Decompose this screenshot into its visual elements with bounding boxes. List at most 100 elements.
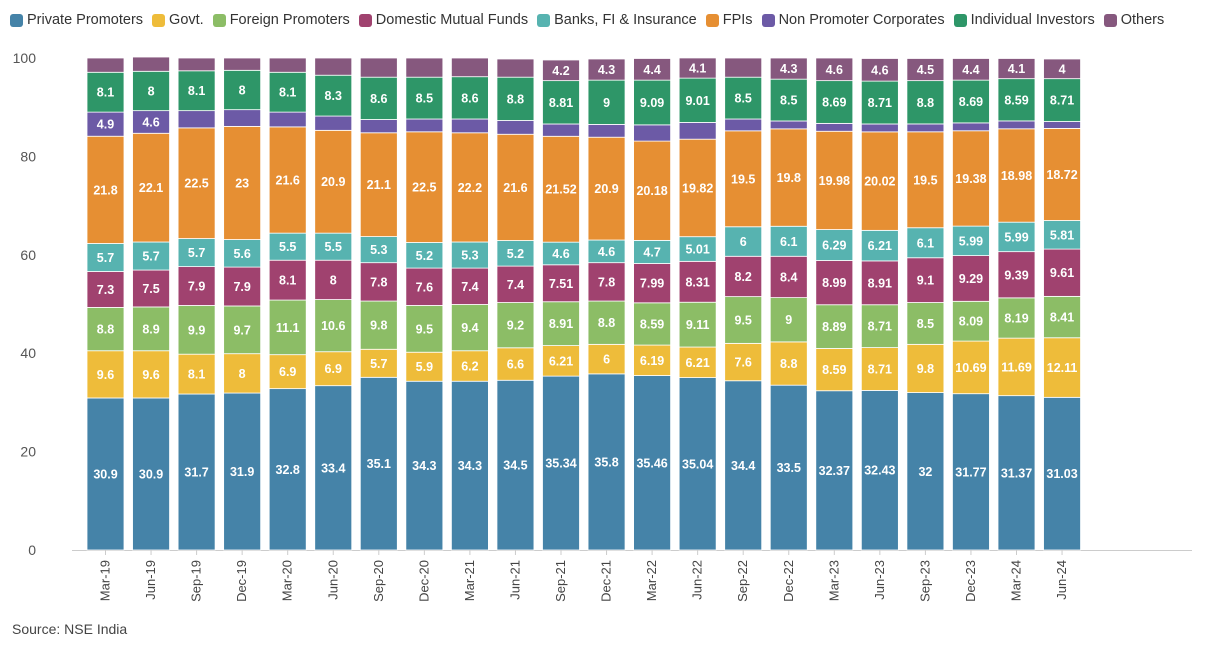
bar-segment-others — [997, 58, 1036, 80]
data-label: 4.3 — [780, 62, 797, 76]
data-label: 4.6 — [871, 63, 888, 77]
bar-segment-domestic-mutual-funds — [678, 260, 717, 303]
data-label: 33.5 — [777, 461, 801, 475]
bar-segment-private-promoters — [860, 390, 899, 551]
y-tick-label: 100 — [13, 50, 37, 66]
bar-segment-foreign-promoters — [359, 300, 398, 350]
data-label: 7.3 — [97, 283, 114, 297]
data-label: 8.59 — [1004, 93, 1028, 107]
bar-segment-individual-investors — [952, 79, 990, 124]
x-tick-label: Dec-22 — [781, 560, 796, 602]
legend-item-banks-fi-insurance[interactable]: Banks, FI & Insurance — [537, 12, 697, 28]
data-label: 4.6 — [552, 247, 569, 261]
legend-label: Individual Investors — [970, 12, 1095, 28]
bar-segment-domestic-mutual-funds — [815, 260, 854, 306]
bar-segment-private-promoters — [997, 395, 1036, 551]
data-label: 22.5 — [412, 181, 436, 195]
data-label: 32 — [918, 465, 932, 479]
data-label: 34.4 — [731, 459, 755, 473]
data-label: 7.5 — [142, 282, 159, 296]
bar-segment-non-promoter-corporates — [359, 119, 398, 134]
data-label: 5.7 — [97, 251, 114, 265]
data-label: 9.9 — [188, 323, 205, 337]
data-label: 23 — [235, 176, 249, 190]
data-label: 5.3 — [461, 249, 478, 263]
data-label: 22.2 — [458, 181, 482, 195]
bar-segment-individual-investors — [997, 78, 1036, 122]
bar-segment-non-promoter-corporates — [314, 115, 353, 131]
bar-segment-govt — [815, 348, 854, 392]
bar-segment-govt — [769, 341, 808, 386]
data-label: 6.29 — [822, 239, 846, 253]
legend: Private Promoters Govt. Foreign Promoters D… — [10, 12, 1173, 28]
bar-segment-domestic-mutual-funds — [268, 259, 307, 301]
data-label: 31.77 — [955, 465, 986, 479]
x-tick-label: Mar-21 — [462, 560, 477, 601]
data-label: 7.9 — [233, 280, 250, 294]
x-tick-label: Jun-20 — [325, 560, 340, 600]
data-label: 19.38 — [955, 172, 986, 186]
bar-segment-others — [314, 57, 353, 76]
data-label: 5.6 — [233, 247, 250, 261]
bar-segment-others — [177, 57, 216, 72]
data-label: 8.19 — [1004, 312, 1028, 326]
data-label: 10.69 — [955, 361, 986, 375]
bar-segment-fpis — [405, 131, 444, 243]
legend-item-fpis[interactable]: FPIs — [705, 12, 753, 28]
y-tick-label: 0 — [28, 542, 36, 558]
data-label: 8.71 — [1050, 94, 1074, 108]
data-label: 8.3 — [325, 89, 342, 103]
data-label: 8.69 — [959, 95, 983, 109]
legend-item-govt[interactable]: Govt. — [152, 12, 204, 28]
bar-segment-others — [450, 57, 489, 78]
legend-item-individual-investors[interactable]: Individual Investors — [953, 12, 1095, 28]
x-tick-label: Sep-21 — [553, 560, 568, 602]
data-label: 5.5 — [279, 240, 296, 254]
data-label: 8 — [239, 83, 246, 97]
data-label: 32.43 — [864, 464, 895, 478]
legend-item-foreign-promoters[interactable]: Foreign Promoters — [212, 12, 350, 28]
legend-item-private-promoters[interactable]: Private Promoters — [10, 12, 143, 28]
x-tick-label: Jun-21 — [507, 560, 522, 600]
bar-segment-private-promoters — [1043, 396, 1081, 551]
data-label: 8.2 — [735, 270, 752, 284]
bar-segment-fpis — [1043, 128, 1081, 221]
data-label: 6.1 — [917, 236, 934, 250]
data-label: 4.4 — [962, 63, 979, 77]
x-tick-label: Jun-22 — [690, 560, 705, 600]
bar-segment-fpis — [860, 131, 899, 231]
data-label: 20.18 — [636, 184, 667, 198]
legend-swatch — [10, 13, 23, 27]
data-label: 21.6 — [503, 181, 527, 195]
data-label: 4.9 — [97, 118, 114, 132]
bar-segment-private-promoters — [587, 373, 626, 551]
legend-item-others[interactable]: Others — [1103, 12, 1165, 28]
bar-segment-fpis — [769, 128, 808, 227]
bar-segment-others — [587, 58, 626, 81]
bar-segment-foreign-promoters — [314, 299, 353, 353]
bar-segment-private-promoters — [132, 397, 170, 551]
data-label: 11.69 — [1001, 360, 1032, 374]
bar-segment-private-promoters — [633, 375, 671, 551]
bar-group-dec-19: 31.9 8 9.7 7.9 5.6 23 8 — [223, 57, 262, 551]
legend-label: Others — [1120, 12, 1165, 28]
legend-item-non-promoter-corporates[interactable]: Non Promoter Corporates — [761, 12, 945, 28]
legend-item-domestic-mutual-funds[interactable]: Domestic Mutual Funds — [358, 12, 528, 28]
data-label: 4.2 — [552, 64, 569, 78]
bar-segment-others — [633, 58, 671, 81]
data-label: 7.4 — [461, 280, 478, 294]
legend-swatch — [358, 13, 372, 27]
bar-segment-private-promoters — [724, 380, 763, 551]
bar-group-sep-23: 32 9.8 8.5 9.1 6.1 19.5 8.8 4.5 — [906, 58, 945, 551]
data-label: 18.72 — [1046, 168, 1077, 182]
data-label: 8 — [239, 367, 246, 381]
bar-segment-non-promoter-corporates — [997, 120, 1036, 130]
bar-group-jun-24: 31.03 12.11 8.41 9.61 5.81 18.72 8.71 4 — [1043, 58, 1081, 551]
bar-segment-others — [769, 57, 808, 80]
bar-segment-banks-fi-insurance — [268, 232, 307, 261]
data-label: 4.6 — [826, 63, 843, 77]
data-label: 8.8 — [780, 357, 797, 371]
data-label: 5.01 — [685, 243, 709, 257]
bar-segment-others — [86, 57, 125, 73]
